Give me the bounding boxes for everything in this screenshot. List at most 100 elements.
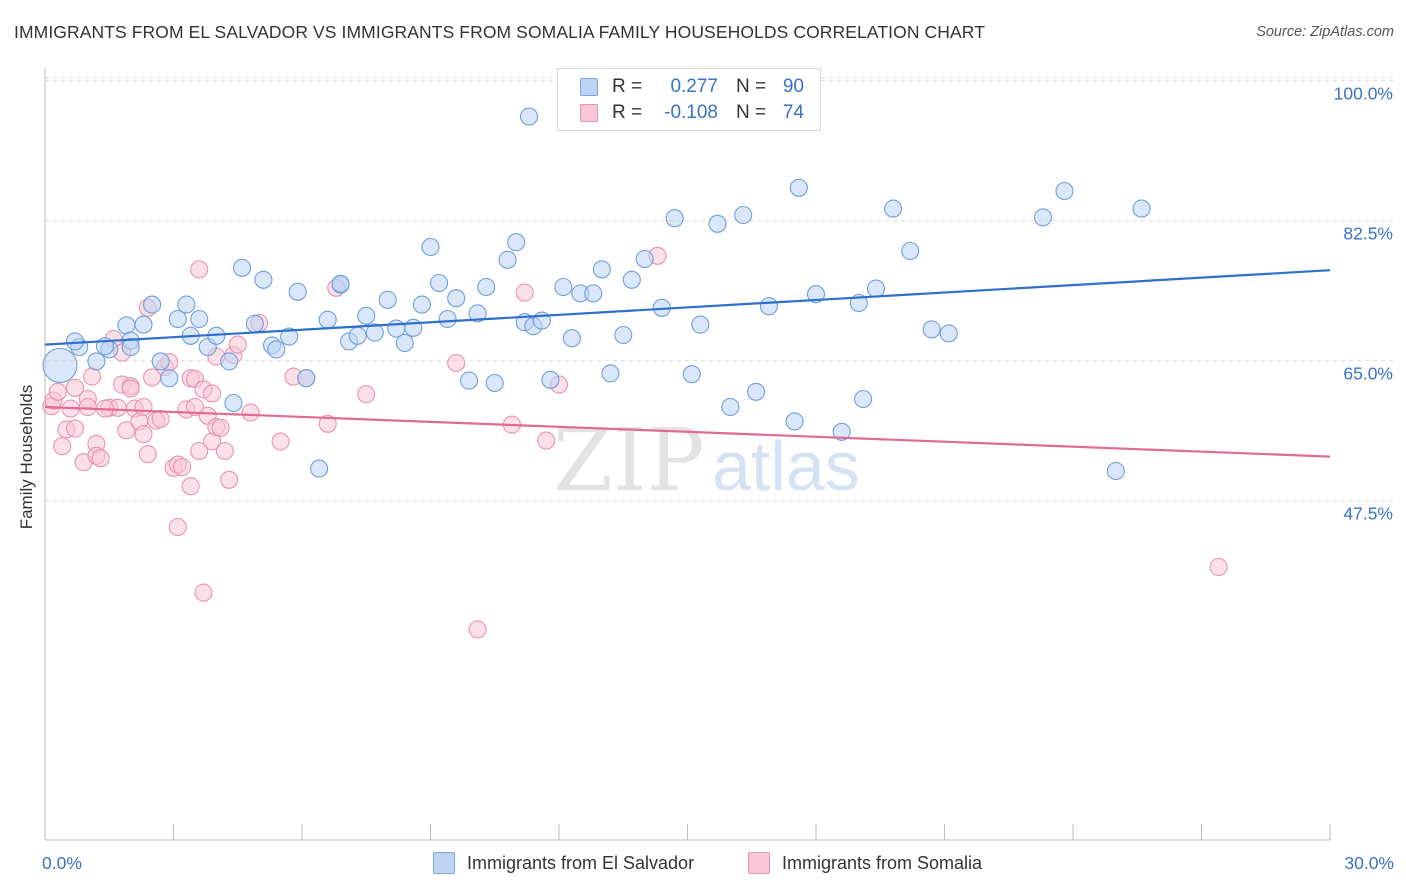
- el-salvador-point: [190, 309, 209, 329]
- y-tick-label: 65.0%: [1343, 364, 1393, 384]
- el-salvador-point: [177, 295, 196, 314]
- source-credit: Source: ZipAtlas.com: [1256, 24, 1394, 40]
- el-salvador-point: [348, 326, 367, 345]
- el-salvador-point: [331, 274, 350, 293]
- el-salvador-point: [254, 270, 273, 289]
- el-salvador-point: [622, 270, 641, 289]
- el-salvador-point: [922, 320, 941, 339]
- r-value-somalia: -0.108: [664, 102, 718, 123]
- el-salvador-point: [614, 325, 633, 345]
- watermark-atlas: atlas: [712, 427, 860, 505]
- somalia-point: [537, 431, 556, 450]
- el-salvador-point: [87, 352, 106, 371]
- r-label: R =: [612, 102, 643, 123]
- el-salvador-point: [143, 295, 162, 314]
- el-salvador-point: [1055, 181, 1074, 201]
- el-salvador-point: [438, 309, 457, 329]
- el-salvador-point: [708, 214, 727, 233]
- el-salvador-point: [691, 315, 710, 334]
- el-salvador-point: [939, 324, 958, 343]
- el-salvador-point: [430, 273, 449, 293]
- el-salvador-point: [168, 309, 187, 329]
- somalia-point: [65, 378, 85, 397]
- el-salvador-point: [1106, 461, 1125, 481]
- el-salvador-point: [232, 258, 252, 277]
- el-salvador-point: [562, 329, 581, 348]
- el-salvador-point: [601, 364, 620, 383]
- el-salvador-point: [220, 352, 239, 371]
- el-salvador-point: [160, 369, 179, 388]
- legend-item-el-salvador[interactable]: Immigrants from El Salvador: [433, 852, 694, 874]
- somalia-point: [215, 441, 234, 461]
- el-salvador-point: [42, 347, 78, 383]
- el-salvador-point: [584, 284, 603, 303]
- axes: [44, 68, 1331, 841]
- somalia-point: [117, 421, 136, 440]
- somalia-point: [134, 425, 153, 444]
- n-value-somalia: 74: [782, 102, 804, 123]
- somalia-point: [168, 517, 187, 537]
- somalia-point: [1209, 557, 1228, 577]
- el-salvador-point: [592, 260, 611, 279]
- el-salvador-point: [785, 412, 804, 431]
- y-tick-label: 47.5%: [1343, 504, 1393, 524]
- el-salvador-point: [854, 389, 873, 409]
- el-salvador-point: [806, 285, 826, 304]
- x-tick-label: 0.0%: [42, 853, 82, 873]
- el-salvador-point: [245, 314, 264, 333]
- el-salvador-point: [447, 289, 466, 308]
- somalia-point: [271, 432, 290, 451]
- el-salvador-point: [280, 327, 299, 346]
- el-salvador-point: [635, 249, 654, 269]
- el-salvador-point: [357, 306, 376, 325]
- stats-row-el-salvador: R = 0.277 N = 90: [580, 74, 804, 100]
- el-salvador-point: [117, 316, 136, 335]
- el-salvador-point: [310, 459, 329, 478]
- somalia-point: [65, 419, 85, 438]
- el-salvador-point: [498, 250, 517, 269]
- el-salvador-point: [554, 277, 573, 297]
- el-salvador-point: [412, 295, 431, 314]
- el-salvador-point: [224, 393, 243, 413]
- el-salvador-point: [541, 370, 560, 389]
- el-salvador-point: [395, 333, 414, 353]
- somalia-point: [53, 437, 72, 456]
- el-salvador-point: [665, 209, 684, 228]
- el-salvador-swatch: [580, 78, 598, 96]
- somalia-point: [181, 477, 200, 496]
- somalia-point: [190, 260, 209, 279]
- somalia-point: [211, 418, 230, 437]
- el-salvador-point: [485, 373, 504, 393]
- trend-line-el-salvador: [44, 269, 1331, 346]
- somalia-swatch: [748, 852, 770, 874]
- r-value-el-salvador: 0.277: [670, 76, 718, 97]
- n-label: N =: [736, 76, 767, 97]
- el-salvador-point: [721, 397, 740, 417]
- el-salvador-point: [477, 277, 496, 297]
- el-salvador-point: [151, 352, 170, 371]
- somalia-point: [468, 620, 487, 639]
- el-salvador-point: [365, 323, 384, 342]
- n-label: N =: [736, 102, 767, 123]
- somalia-point: [134, 397, 153, 417]
- somalia-point: [515, 283, 534, 302]
- el-salvador-point: [468, 304, 487, 323]
- legend-item-somalia[interactable]: Immigrants from Somalia: [748, 852, 982, 874]
- el-salvador-point: [789, 178, 808, 197]
- somalia-point: [228, 335, 247, 354]
- r-label: R =: [612, 76, 643, 97]
- somalia-point: [121, 379, 140, 398]
- somalia-point: [241, 403, 260, 422]
- somalia-point: [357, 385, 376, 404]
- stats-legend: R = 0.277 N = 90 R = -0.108 N = 74: [557, 68, 821, 131]
- y-axis-label: Family Households: [17, 384, 36, 530]
- somalia-point: [83, 367, 102, 386]
- somalia-point: [91, 449, 110, 468]
- series-el-salvador-points: [42, 107, 1151, 481]
- el-salvador-point: [297, 369, 316, 388]
- watermark: ZIP atlas: [553, 411, 860, 511]
- legend-label-somalia: Immigrants from Somalia: [782, 852, 983, 873]
- somalia-point: [138, 445, 157, 464]
- el-salvador-point: [1033, 208, 1053, 227]
